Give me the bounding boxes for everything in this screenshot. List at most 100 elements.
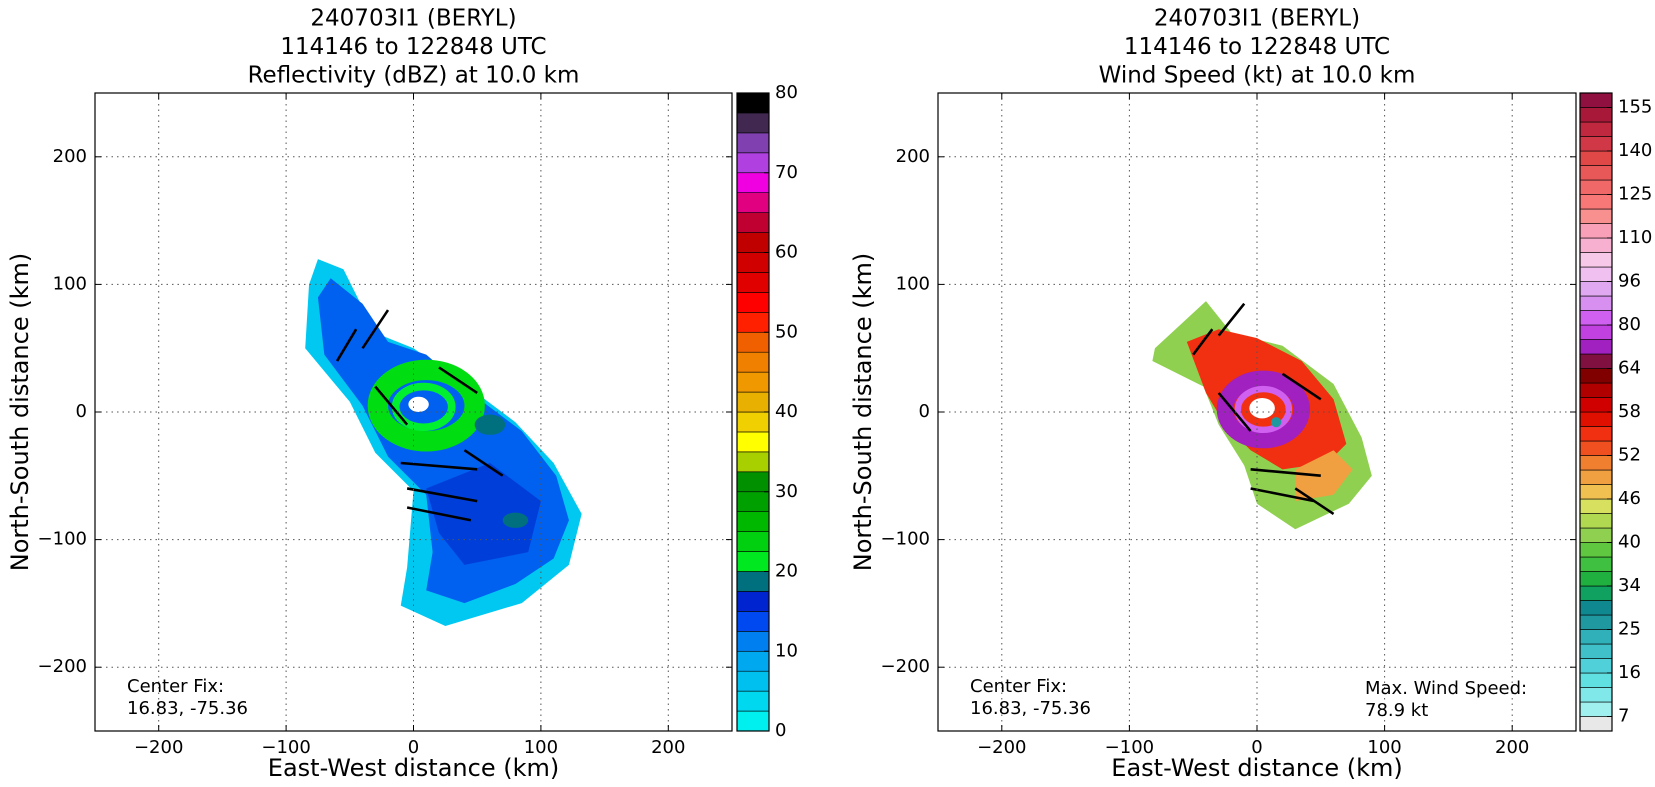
colorbar-tick-label: 16: [1618, 662, 1641, 683]
colorbar-box: [1579, 643, 1613, 659]
colorbar-tick-label: 110: [1618, 227, 1652, 248]
colorbar-tick-label: 34: [1618, 575, 1641, 596]
colorbar-box: [1579, 368, 1613, 384]
colorbar-tick-label: 30: [775, 481, 798, 502]
y-tick-label: 200: [896, 146, 930, 167]
y-tick-label: −100: [38, 529, 87, 550]
colorbar-tick-label: 7: [1618, 706, 1629, 727]
colorbar-box: [1579, 556, 1613, 572]
colorbar-box: [736, 292, 770, 313]
x-tick-label: 200: [651, 737, 685, 758]
colorbar-tick-label: 155: [1618, 97, 1652, 118]
colorbar-box: [1579, 179, 1613, 195]
colorbar-box: [736, 331, 770, 353]
colorbar-box: [736, 112, 770, 134]
y-tick-label: 0: [919, 401, 930, 422]
colorbar-tick-label: 40: [775, 401, 798, 422]
chart-title: Reflectivity (dBZ) at 10.0 km: [248, 63, 580, 89]
x-tick-label: 100: [524, 737, 558, 758]
colorbar-box: [736, 351, 770, 373]
colorbar-box: [1579, 252, 1613, 268]
colorbar-box: [1579, 484, 1613, 500]
colorbar-box: [736, 491, 770, 512]
colorbar-tick-label: 60: [775, 242, 798, 263]
x-tick-label: 0: [408, 737, 419, 758]
colorbar-tick-label: 58: [1618, 401, 1641, 422]
x-axis-label: East-West distance (km): [1111, 754, 1402, 782]
colorbar-tick-label: 50: [775, 321, 798, 342]
colorbar-box: [736, 571, 770, 592]
colorbar-box: [1579, 324, 1613, 340]
colorbar-box: [1579, 426, 1613, 442]
colorbar-box: [736, 152, 770, 174]
colorbar-box: [1579, 701, 1613, 717]
chart-title: 114146 to 122848 UTC: [1124, 34, 1390, 60]
plot-frame: [937, 92, 1577, 732]
colorbar-box: [736, 92, 770, 114]
x-axis-label: East-West distance (km): [268, 754, 559, 782]
colorbar-box: [736, 252, 770, 273]
colorbar-box: [736, 172, 770, 193]
colorbar-box: [1579, 339, 1613, 355]
y-tick-label: −200: [38, 656, 87, 677]
y-axis-label: North-South distance (km): [849, 253, 877, 572]
colorbar-box: [736, 411, 770, 433]
colorbar-box: [736, 531, 770, 552]
colorbar-tick-label: 80: [1618, 314, 1641, 335]
colorbar-box: [1579, 382, 1613, 398]
plot-frame: [94, 92, 733, 732]
colorbar-tick-label: 125: [1618, 184, 1652, 205]
colorbar-box: [1579, 469, 1613, 485]
colorbar-box: [1579, 658, 1613, 674]
colorbar-box: [1579, 455, 1613, 471]
chart-title: 240703I1 (BERYL): [310, 6, 516, 32]
colorbar-box: [736, 670, 770, 692]
chart-title: 114146 to 122848 UTC: [280, 34, 546, 60]
colorbar-box: [736, 391, 770, 413]
annotation: 16.83, -75.36: [127, 698, 248, 719]
colorbar-box: [1579, 397, 1613, 413]
colorbar-box: [736, 710, 770, 732]
colorbar-box: [1579, 237, 1613, 253]
colorbar-box: [736, 212, 770, 233]
colorbar-box: [1579, 614, 1613, 630]
annotation: Max. Wind Speed:: [1365, 678, 1527, 699]
colorbar-box: [1579, 208, 1613, 224]
colorbar-box: [1579, 542, 1613, 558]
annotation: Center Fix:: [127, 676, 224, 697]
colorbar-box: [736, 132, 770, 154]
colorbar-box: [736, 650, 770, 672]
colorbar-box: [1579, 266, 1613, 282]
colorbar-tick-label: 40: [1618, 532, 1641, 553]
colorbar-box: [1579, 281, 1613, 297]
colorbar-tick-label: 25: [1618, 619, 1641, 640]
y-tick-label: −200: [881, 656, 930, 677]
colorbar-tick-label: 96: [1618, 271, 1641, 292]
colorbar-tick-label: 52: [1618, 445, 1641, 466]
colorbar-tick-label: 80: [775, 82, 798, 103]
y-tick-label: 0: [76, 401, 87, 422]
colorbar-box: [1579, 513, 1613, 529]
y-tick-label: 100: [53, 273, 87, 294]
colorbar-tick-label: 70: [775, 162, 798, 183]
colorbar-box: [1579, 194, 1613, 210]
colorbar-box: [1579, 600, 1613, 616]
x-tick-label: −200: [134, 737, 183, 758]
colorbar-box: [1579, 440, 1613, 456]
colorbar-box: [1579, 136, 1613, 152]
colorbar-box: [1579, 687, 1613, 703]
colorbar-box: [736, 690, 770, 712]
colorbar-tick-label: 10: [775, 640, 798, 661]
colorbar-box: [1579, 295, 1613, 311]
chart-title: 240703I1 (BERYL): [1154, 6, 1360, 32]
annotation: 16.83, -75.36: [970, 698, 1091, 719]
colorbar-box: [736, 591, 770, 612]
x-tick-label: 200: [1495, 737, 1529, 758]
x-tick-label: 0: [1251, 737, 1262, 758]
colorbar-box: [1579, 498, 1613, 514]
y-tick-label: −100: [881, 529, 930, 550]
x-tick-label: −200: [977, 737, 1026, 758]
colorbar-tick-label: 0: [775, 720, 786, 741]
y-axis-label: North-South distance (km): [6, 253, 34, 572]
